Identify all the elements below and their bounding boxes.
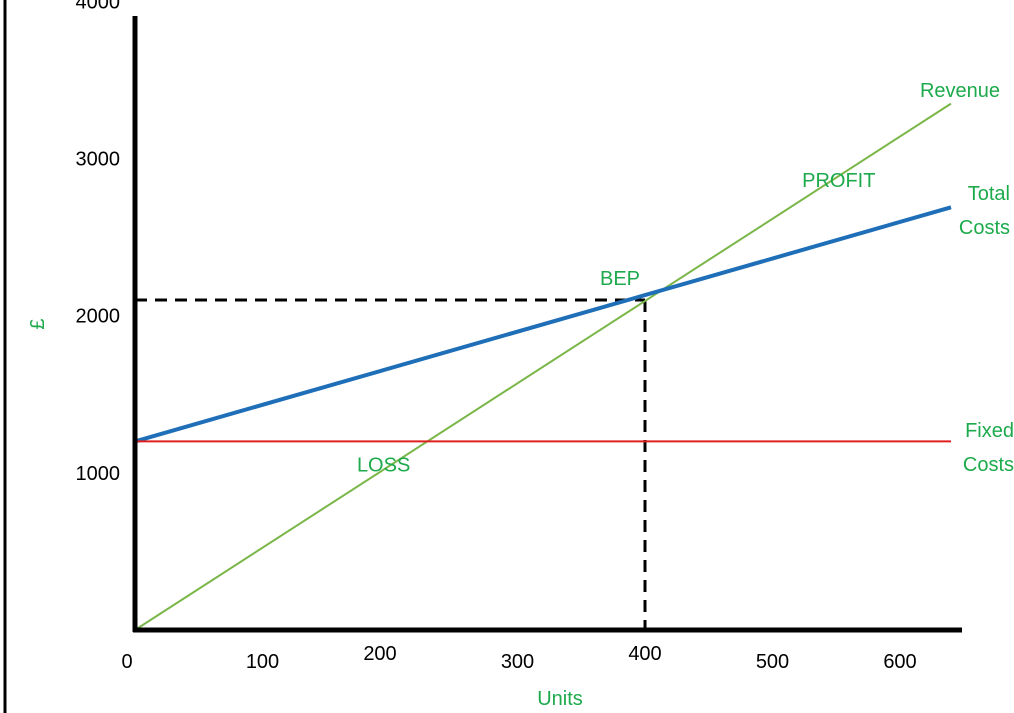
total-costs-label: Costs xyxy=(959,217,1010,239)
chart-labels: Units £ Revenue Total Costs Fixed Costs BEP LOSS… xyxy=(27,80,1014,710)
tick-labels: 0 100 200 300 400 500 600 1000 2000 3000 4000 xyxy=(76,0,917,673)
x-tick-label: 0 xyxy=(121,651,132,673)
x-tick-label: 500 xyxy=(756,651,789,673)
x-tick-label: 300 xyxy=(501,651,534,673)
y-axis-label: £ xyxy=(27,318,49,329)
bep-guides xyxy=(135,298,647,630)
y-tick-label: 2000 xyxy=(76,306,121,328)
x-axis-label: Units xyxy=(537,688,583,710)
fixed-costs-label: Costs xyxy=(963,454,1014,476)
y-tick-label: 3000 xyxy=(76,149,121,171)
x-tick-label: 600 xyxy=(883,651,916,673)
y-tick-label: 4000 xyxy=(76,0,121,13)
profit-annotation: PROFIT xyxy=(802,170,875,192)
fixed-costs-label: Fixed xyxy=(965,420,1014,442)
loss-annotation: LOSS xyxy=(357,454,410,476)
revenue-line xyxy=(134,102,952,631)
x-tick-label: 400 xyxy=(628,643,661,665)
total-costs-label: Total xyxy=(968,183,1010,205)
total-costs-line xyxy=(134,205,952,444)
revenue-label: Revenue xyxy=(920,80,1000,102)
series-lines xyxy=(134,102,952,631)
bep-label: BEP xyxy=(600,268,640,290)
x-tick-label: 100 xyxy=(246,651,279,673)
y-tick-label: 1000 xyxy=(76,463,121,485)
x-tick-label: 200 xyxy=(363,643,396,665)
